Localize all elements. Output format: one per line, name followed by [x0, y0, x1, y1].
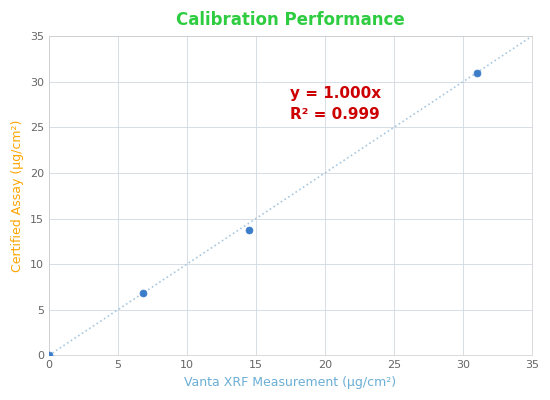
X-axis label: Vanta XRF Measurement (μg/cm²): Vanta XRF Measurement (μg/cm²) — [184, 376, 397, 389]
Y-axis label: Certified Assay (μg/cm²): Certified Assay (μg/cm²) — [11, 120, 24, 272]
Point — [244, 226, 253, 233]
Point — [138, 290, 147, 297]
Point — [472, 70, 481, 76]
Title: Calibration Performance: Calibration Performance — [176, 11, 405, 29]
Point — [44, 352, 53, 359]
Text: y = 1.000x
R² = 0.999: y = 1.000x R² = 0.999 — [290, 86, 381, 122]
